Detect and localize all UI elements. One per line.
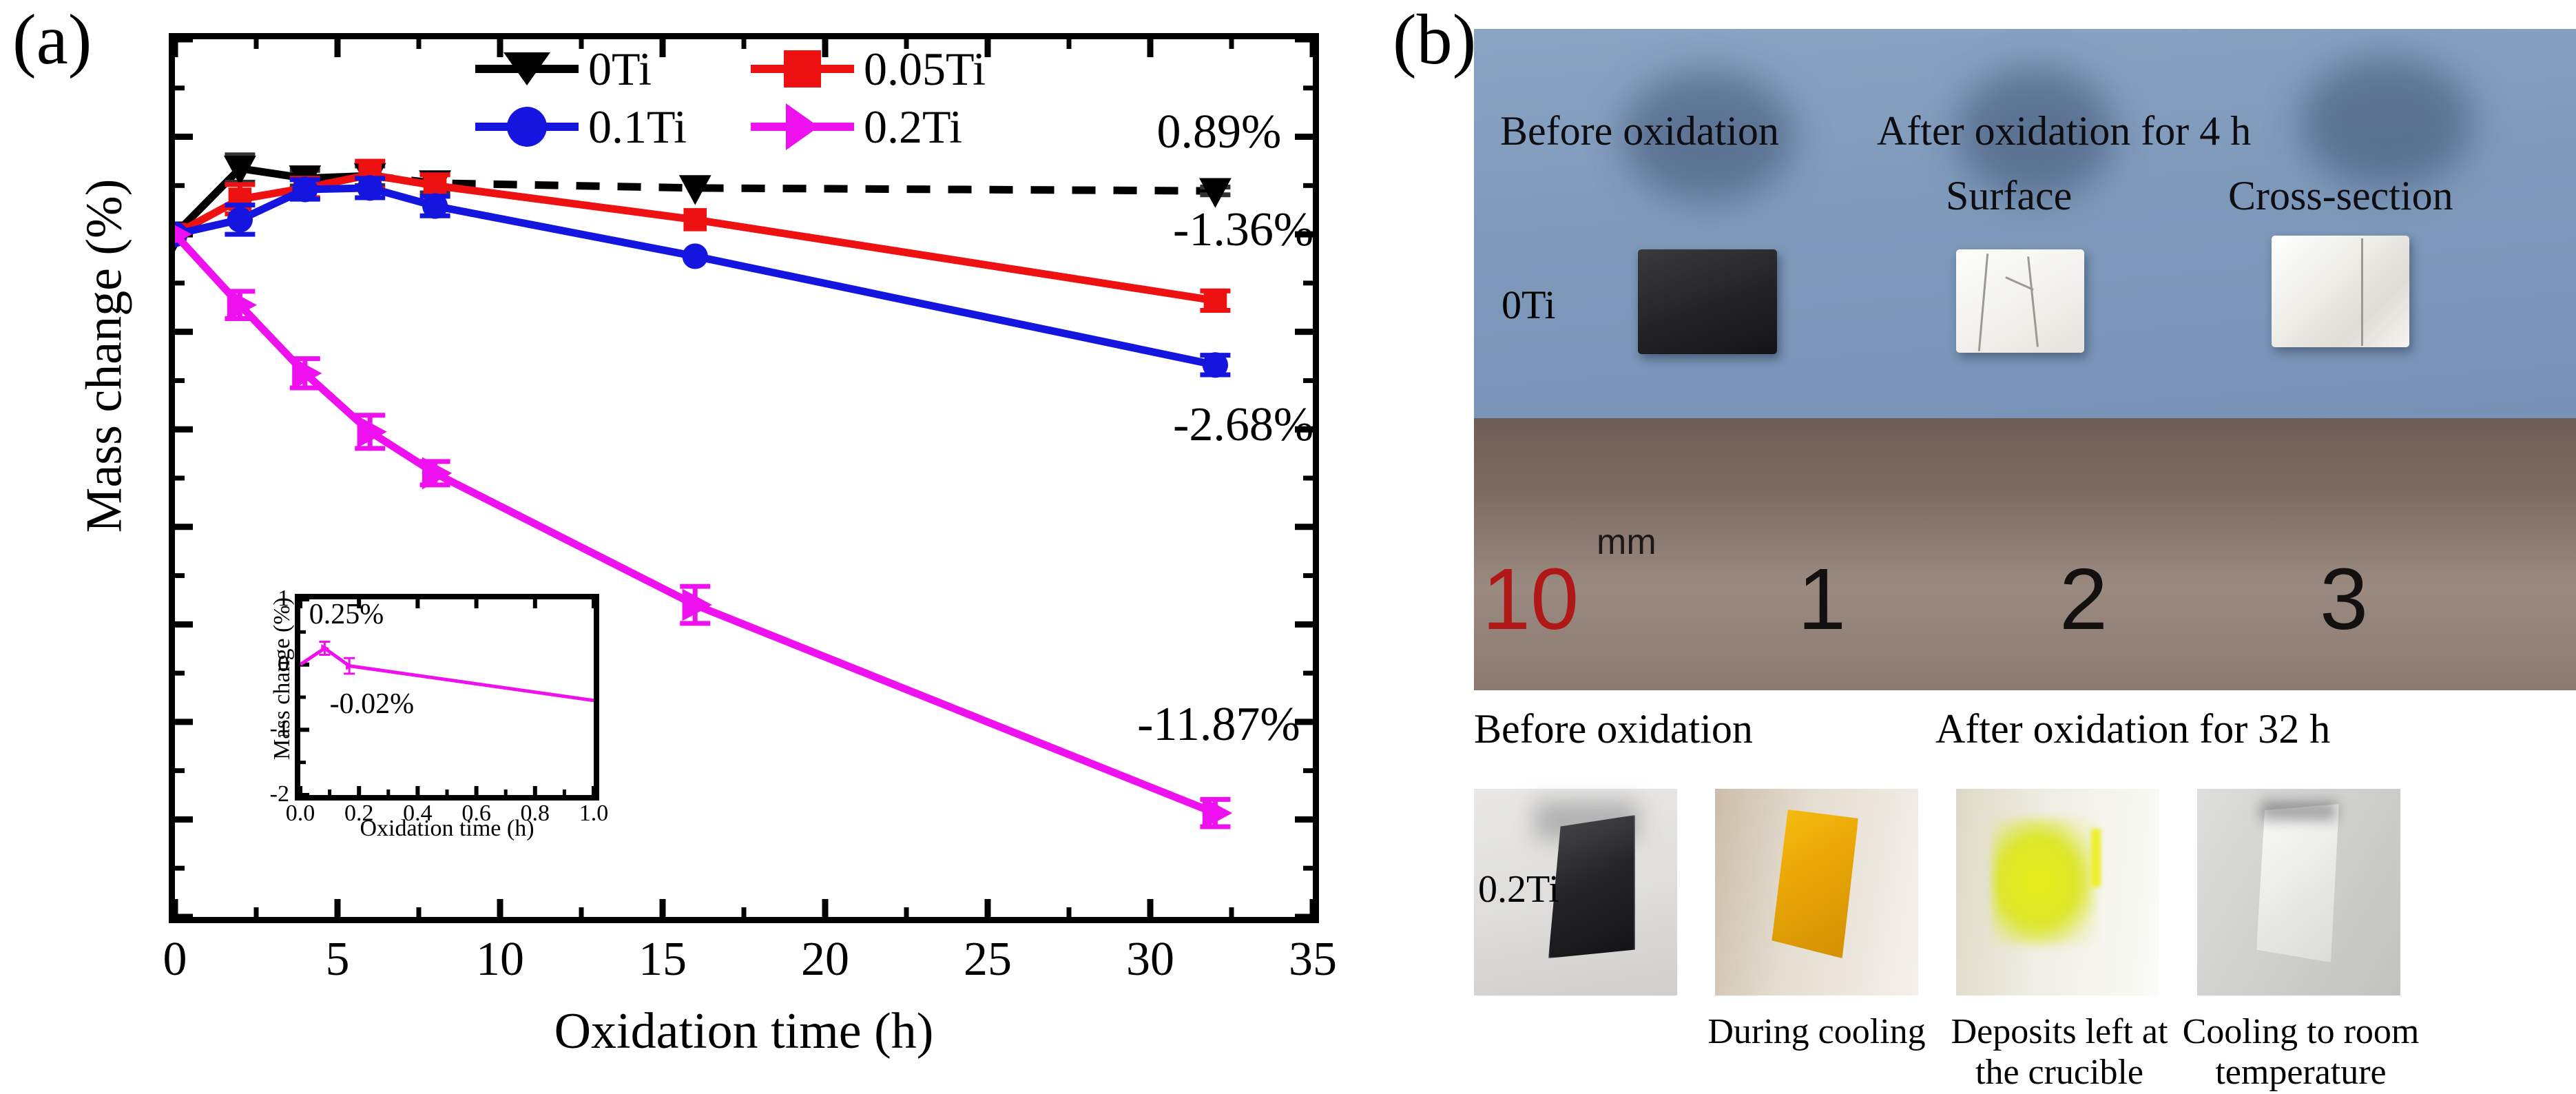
ruler-number-10: 10 (1482, 550, 1579, 648)
inset-y-tick-label: -2 (269, 781, 289, 807)
x-tick-label: 15 (638, 933, 687, 986)
panel-a: (a) 4 2 0 -2 -4 -6 -8 -10 -12 -14 0 5 10… (12, 0, 1337, 1060)
inset-y-tick-label: 0 (278, 650, 289, 677)
photo-caption-during-cooling: During cooling (1707, 1012, 1926, 1051)
specimen-cross-section-after-4h (2272, 236, 2409, 347)
caption-line-2: the crucible (1975, 1053, 2143, 1093)
photo-top-sub-cross-section: Cross-section (2228, 173, 2453, 218)
inset-chart-svg (300, 599, 594, 795)
ruler-number-2: 2 (2059, 550, 2108, 648)
photo-deposits-at-crucible (1956, 789, 2159, 995)
inset-x-axis-label: Oxidation time (h) (360, 816, 534, 841)
legend-item-0.05Ti[interactable]: 0.05Ti (751, 45, 1047, 92)
annotation-0.89: 0.89% (1156, 105, 1282, 159)
main-chart-svg (175, 39, 1313, 917)
inset-x-tick-label: 0.4 (403, 801, 433, 826)
legend-key-circle-icon (475, 107, 579, 147)
sample-shadow (1622, 70, 1794, 201)
legend-item-0.2Ti[interactable]: 0.2Ti (751, 103, 1047, 150)
inset-y-tick-label: 1 (278, 586, 289, 611)
specimen-shadow (1535, 801, 1638, 840)
ruler-unit-label: mm (1597, 522, 1656, 562)
x-tick-label: 25 (964, 933, 1012, 986)
specimen-before-oxidation (1638, 249, 1777, 354)
inset-x-tick-label: 0.8 (520, 801, 550, 826)
deposit-edge (2091, 829, 2101, 887)
x-tick-label: 0 (163, 933, 187, 986)
specimen-0.2Ti-before (1548, 815, 1635, 958)
x-tick-label: 30 (1126, 933, 1174, 986)
x-tick-label: 10 (476, 933, 524, 986)
x-axis-label: Oxidation time (h) (554, 1003, 934, 1060)
deposit-residue (1992, 818, 2095, 945)
specimen-shadow (2261, 801, 2336, 820)
legend-label: 0.2Ti (864, 101, 963, 153)
x-tick-label: 5 (325, 933, 350, 986)
inset-x-tick-label: 0.6 (461, 801, 491, 826)
ruler: mm 10 1 2 3 (1474, 418, 2576, 690)
legend-label: 0.05Ti (864, 43, 986, 95)
caption-line-2: temperature (2215, 1053, 2387, 1093)
panel-b-tag: (b) (1393, 0, 1477, 79)
x-tick-label: 35 (1289, 933, 1337, 986)
photo-cooling-to-room-temperature (2197, 789, 2400, 995)
legend-key-triangle-right-icon (751, 103, 854, 150)
inset-x-tick-label: 1.0 (579, 801, 609, 826)
panel-b: (b) Before oxidation After oxidation for… (1378, 0, 2576, 1094)
series-0Ti (175, 152, 1232, 251)
annotation--2.68: -2.68% (1173, 398, 1314, 451)
caption-line-1: Cooling to room (2182, 1012, 2420, 1051)
legend-label: 0.1Ti (588, 101, 687, 153)
inset-y-tick-label: -1 (269, 716, 289, 742)
annotation--1.36: -1.36% (1173, 203, 1314, 256)
legend-item-0.1Ti[interactable]: 0.1Ti (475, 103, 751, 150)
ruler-number-3: 3 (2320, 550, 2369, 648)
y-axis-label: Mass change (%) (76, 178, 133, 533)
photo-top-header-after: After oxidation for 4 h (1877, 108, 2252, 154)
inset-annotation-0.25: 0.25% (309, 598, 384, 630)
photo-bottom-sample-label: 0.2Ti (1478, 868, 1559, 911)
photo-top-sample-label: 0Ti (1502, 282, 1556, 327)
photo-during-cooling (1715, 789, 1918, 995)
sample-shadow (1956, 67, 2115, 198)
photo-caption-cooling-room-temp: Cooling to room temperature (2182, 1011, 2420, 1093)
sample-shadow (2300, 56, 2473, 187)
annotation--11.87: -11.87% (1137, 697, 1300, 751)
legend-item-0Ti[interactable]: 0Ti (475, 45, 751, 92)
inset-series-0.2Ti (300, 641, 594, 703)
inset-annotation--0.02: -0.02% (329, 688, 415, 721)
inset-chart: Mass change (%) Oxidation time (h) 1 0 -… (247, 587, 608, 842)
photo-bottom-header-after: After oxidation for 32 h (1935, 706, 2331, 752)
photo-top-sub-surface: Surface (1946, 173, 2073, 218)
series-0.2Ti (175, 225, 1232, 829)
specimen-oxidized-molten (1772, 809, 1858, 958)
legend-label: 0Ti (588, 43, 652, 95)
inset-plot-area (295, 594, 599, 801)
photo-before-oxidation-32h: 0.2Ti (1474, 789, 1677, 995)
photo-bottom-header-before: Before oxidation (1474, 706, 1753, 752)
photo-top-header-before: Before oxidation (1500, 108, 1779, 154)
inset-x-tick-label: 0.0 (285, 801, 315, 826)
photo-caption-deposits: Deposits left at the crucible (1942, 1011, 2177, 1093)
x-tick-label: 20 (801, 933, 849, 986)
chart-legend: 0Ti 0.05Ti 0.1Ti (475, 40, 1068, 156)
photo-top-oxidation-4h: Before oxidation After oxidation for 4 h… (1474, 29, 2576, 690)
specimen-surface-after-4h (1956, 249, 2084, 353)
legend-key-square-icon (751, 50, 854, 87)
specimen-0.2Ti-after-cooling (2256, 804, 2339, 962)
caption-line-1: Deposits left at (1951, 1012, 2168, 1051)
inset-x-tick-label: 0.2 (344, 801, 374, 826)
ruler-number-1: 1 (1798, 550, 1847, 648)
panel-a-tag: (a) (12, 0, 92, 79)
legend-key-triangle-down-icon (475, 52, 579, 85)
